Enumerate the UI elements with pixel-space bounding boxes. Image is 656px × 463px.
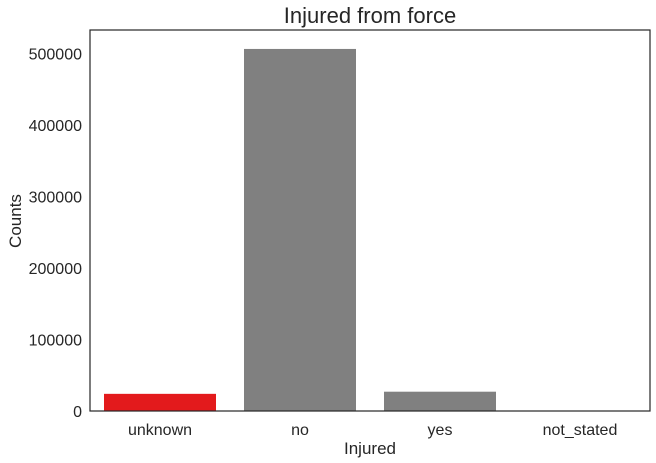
- bar-unknown: [104, 393, 216, 411]
- y-tick-label: 200000: [29, 261, 82, 278]
- bar-no: [244, 48, 356, 411]
- x-tick-label: not_stated: [543, 422, 618, 439]
- x-axis-ticks: unknown no yes not_stated: [128, 422, 617, 439]
- x-tick-label: unknown: [128, 422, 192, 439]
- chart-title: Injured from force: [284, 3, 456, 28]
- plot-frame: [89, 29, 651, 412]
- y-tick-label: 500000: [29, 47, 82, 64]
- bars-group: [104, 48, 636, 411]
- x-tick-label: yes: [428, 422, 453, 439]
- y-tick-label: 100000: [29, 333, 82, 350]
- x-axis-label: Injured: [344, 439, 396, 458]
- y-axis-ticks: 0 100000 200000 300000 400000 500000: [29, 47, 82, 421]
- bar-yes: [384, 391, 496, 411]
- y-tick-label: 0: [73, 404, 82, 421]
- y-tick-label: 400000: [29, 118, 82, 135]
- y-tick-label: 300000: [29, 190, 82, 207]
- y-axis-label: Counts: [6, 194, 25, 248]
- x-tick-label: no: [291, 422, 309, 439]
